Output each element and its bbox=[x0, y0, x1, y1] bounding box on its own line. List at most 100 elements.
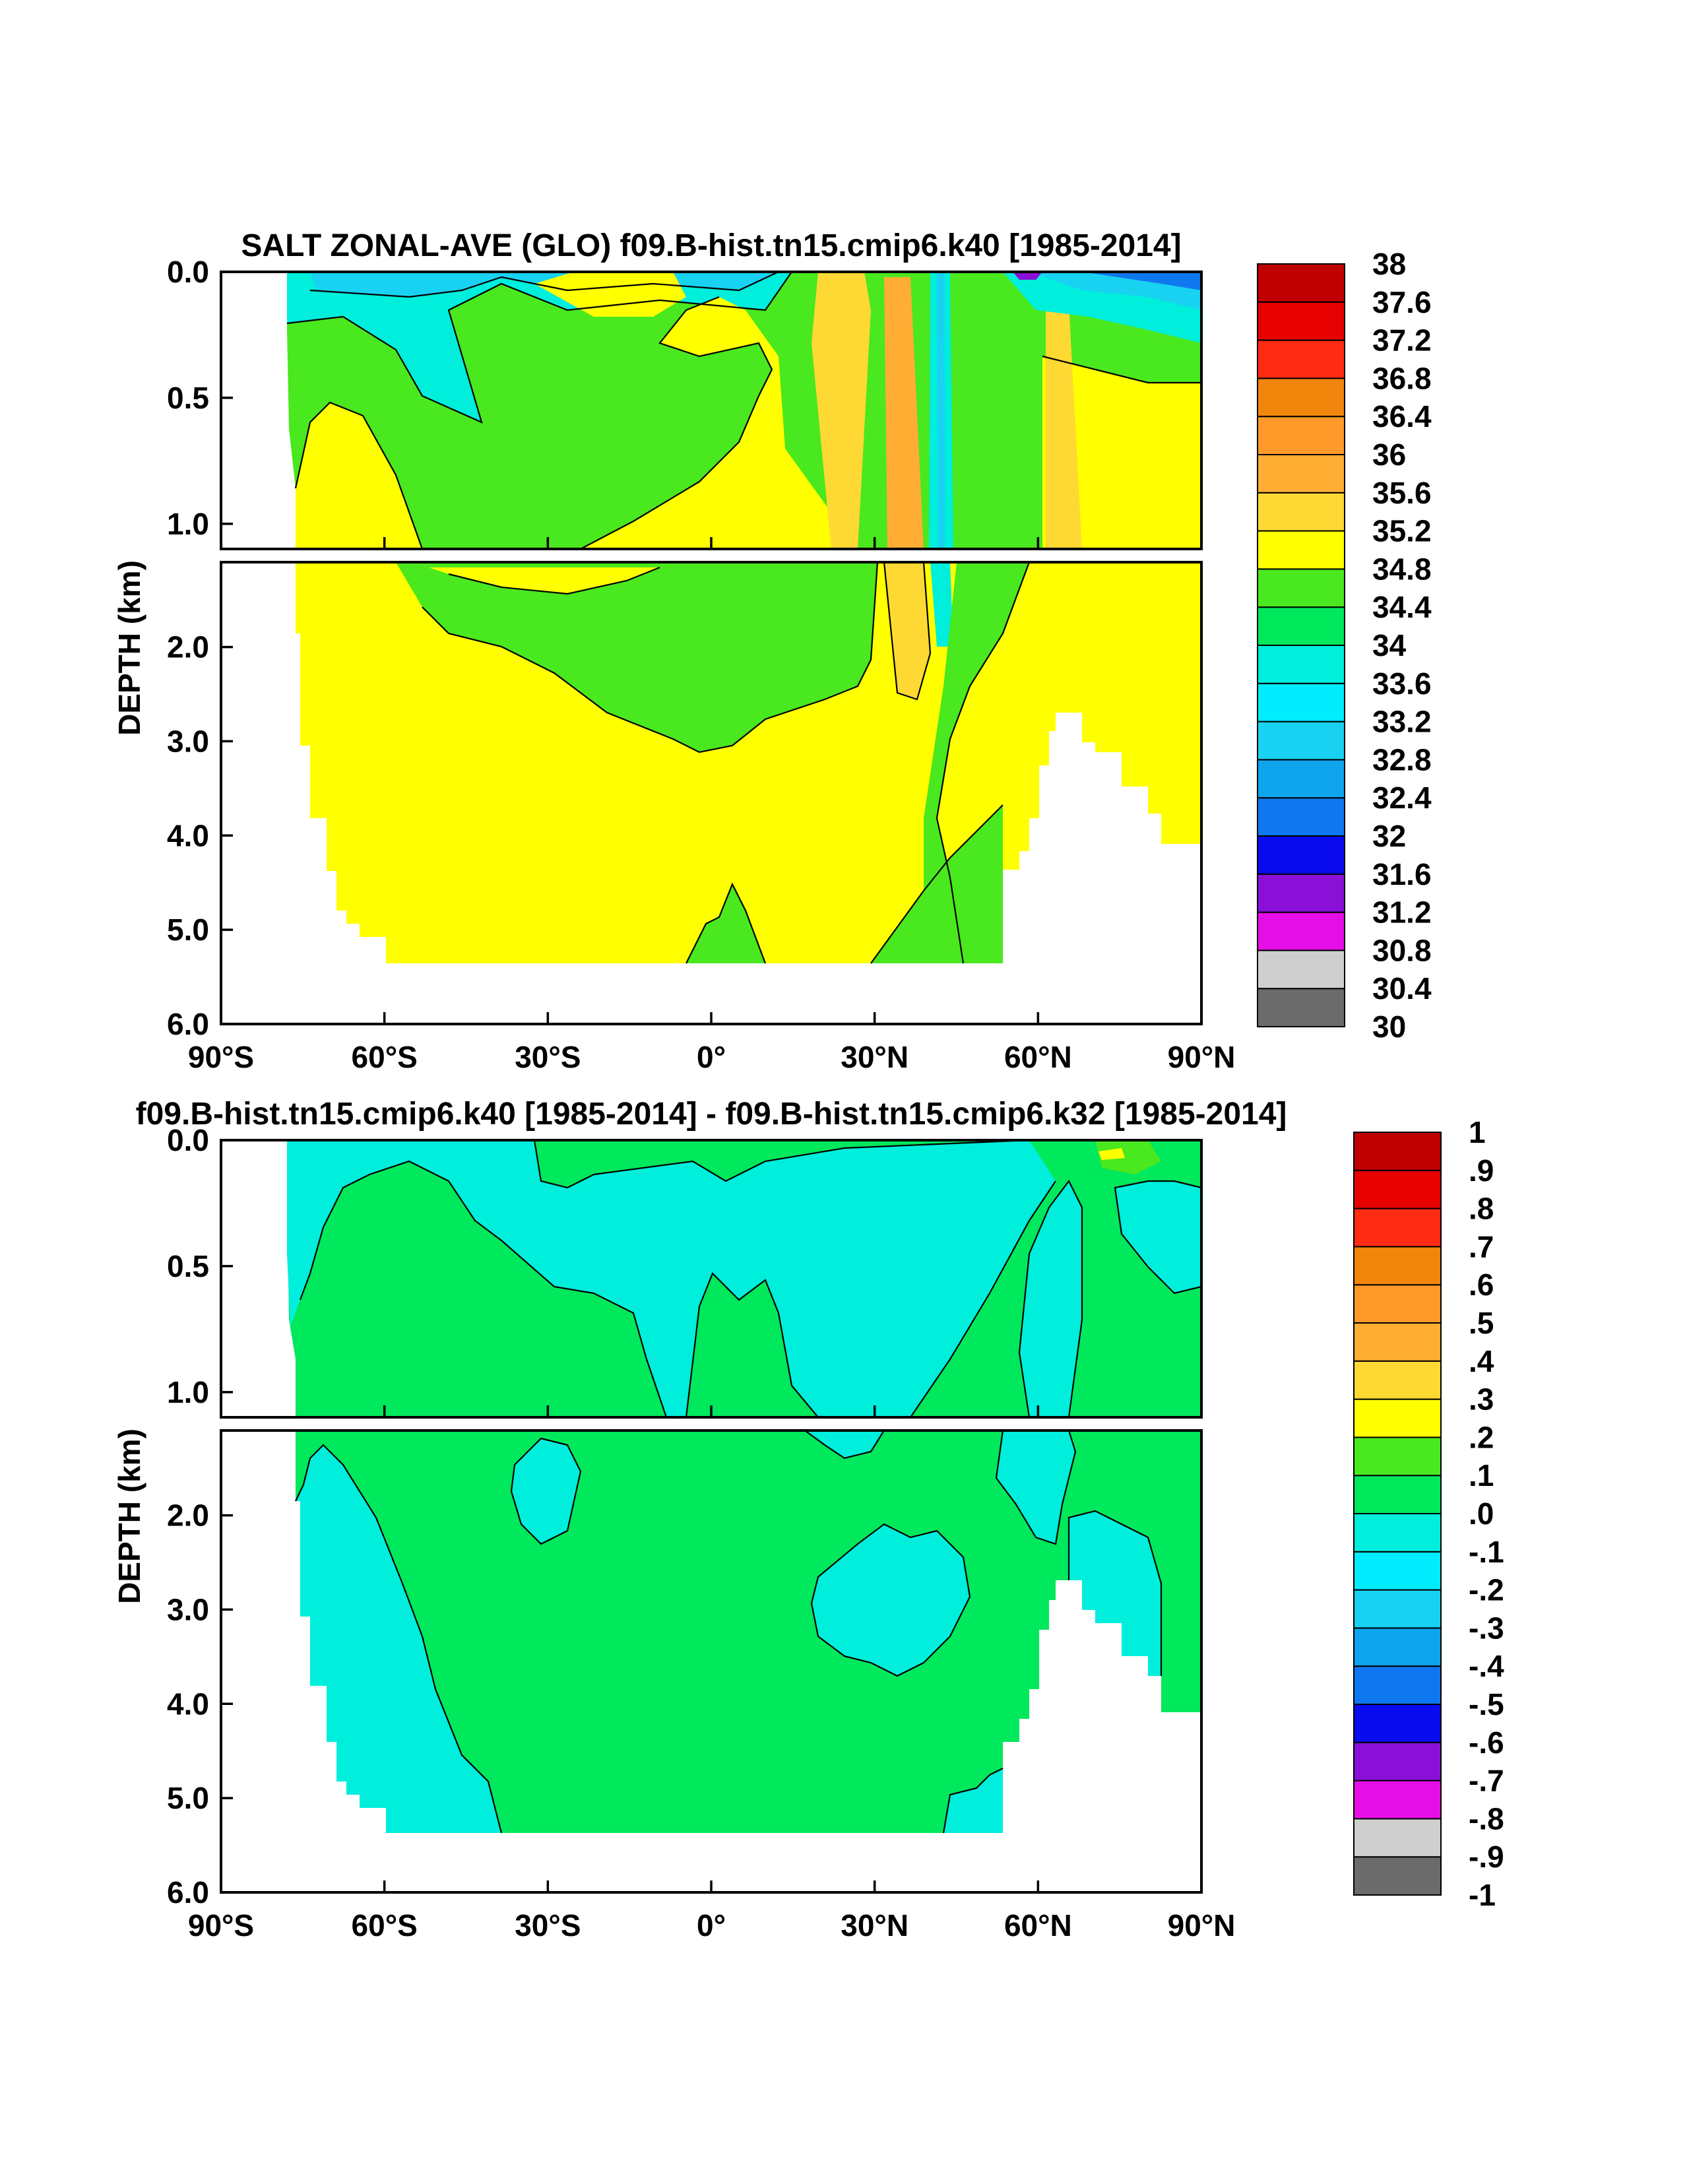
diff-colorbar-label: -.1 bbox=[1469, 1535, 1504, 1569]
diff-colorbar-label: .9 bbox=[1469, 1153, 1494, 1188]
salt-upper-contour-d bbox=[580, 296, 773, 549]
salt-lower-abyssal-north bbox=[871, 805, 1003, 963]
diff-xtick-label: 60°S bbox=[352, 1908, 418, 1943]
salt-upper-field bbox=[286, 272, 1201, 549]
diff-y-axis-lower: 2.0 3.0 4.0 5.0 6.0 bbox=[167, 1498, 233, 1910]
salt-colorbar-label: 34.8 bbox=[1372, 552, 1432, 586]
salt-colorbar-swatch bbox=[1257, 492, 1345, 532]
diff-upper-contour-a bbox=[533, 1140, 1030, 1189]
diff-colorbar-swatch bbox=[1353, 1780, 1442, 1820]
salt-x-axis: 90°S 60°S 30°S 0° 30°N 60°N 90°N bbox=[188, 537, 1236, 1074]
diff-lower-contour-d bbox=[804, 1430, 885, 1460]
diff-lower-negative-arctic bbox=[1069, 1511, 1161, 1676]
salt-colorbar-swatch bbox=[1257, 454, 1345, 494]
diff-plot-title: f09.B-hist.tn15.cmip6.k40 [1985-2014] - … bbox=[136, 1097, 1287, 1132]
salt-colorbar: 30 30.4 30.831.2 31.6 32 32.4 32.833.2 33.6 34 34… bbox=[1257, 247, 1432, 1044]
salt-ytick-label-upper: 1.0 bbox=[167, 507, 209, 541]
diff-colorbar-label: -.8 bbox=[1469, 1801, 1504, 1836]
diff-colorbar-label: -.9 bbox=[1469, 1840, 1504, 1874]
salt-colorbar-swatch bbox=[1257, 530, 1345, 570]
diff-lower-contour-c bbox=[810, 1523, 971, 1677]
diff-colorbar-swatch bbox=[1353, 1207, 1442, 1248]
salt-lower-saline-atlantic bbox=[884, 562, 930, 699]
salt-xtick-label: 60°S bbox=[352, 1040, 418, 1074]
salt-xtick-label: 30°N bbox=[841, 1040, 908, 1074]
salt-xtick-label: 90°S bbox=[188, 1040, 254, 1074]
diff-lower-contour-a bbox=[295, 1444, 503, 1834]
diff-lower-contour-g bbox=[942, 1768, 1004, 1834]
salt-ytick-label-upper: 0.5 bbox=[167, 381, 209, 415]
diff-lower-negative-top bbox=[805, 1430, 884, 1458]
diff-xtick-label: 90°S bbox=[188, 1908, 254, 1943]
diff-x-axis: 90°S 60°S 30°S 0° 30°N 60°N 90°N bbox=[188, 1405, 1236, 1943]
salt-ytick-label-lower: 3.0 bbox=[167, 724, 209, 758]
diff-lower-negative-south bbox=[296, 1445, 501, 1833]
salt-xtick-label: 90°N bbox=[1168, 1040, 1236, 1074]
salt-colorbar-label: 34 bbox=[1372, 628, 1407, 662]
salt-upper-arctic-spot bbox=[1013, 272, 1042, 280]
salt-upper-contour-c bbox=[294, 401, 424, 549]
salt-colorbar-label: 34.4 bbox=[1372, 590, 1432, 624]
diff-colorbar-label: .7 bbox=[1469, 1229, 1494, 1264]
salt-colorbar-label: 30.8 bbox=[1372, 933, 1432, 967]
salt-lower-contour-b bbox=[448, 566, 660, 595]
diff-xtick-label: 30°S bbox=[515, 1908, 581, 1943]
salt-upper-background bbox=[287, 272, 1201, 549]
diff-colorbar-swatch bbox=[1353, 1627, 1442, 1667]
diff-colorbar-label: -.7 bbox=[1469, 1764, 1504, 1798]
salt-colorbar-swatch bbox=[1257, 416, 1345, 456]
salt-colorbar-label: 35.2 bbox=[1372, 514, 1432, 548]
salt-upper-contour-e bbox=[1042, 355, 1201, 384]
salt-plot: SALT ZONAL-AVE (GLO) f09.B-hist.tn15.cmi… bbox=[112, 228, 1432, 1074]
salt-y-axis-title: DEPTH (km) bbox=[112, 560, 146, 736]
diff-plot: f09.B-hist.tn15.cmip6.k40 [1985-2014] - … bbox=[112, 1097, 1504, 1943]
diff-colorbar-swatch bbox=[1353, 1818, 1442, 1858]
diff-colorbar-label: .3 bbox=[1469, 1382, 1494, 1417]
salt-lower-contour-a bbox=[422, 562, 879, 754]
salt-upper-saline-subtropics bbox=[812, 272, 871, 549]
salt-colorbar-label: 35.6 bbox=[1372, 476, 1432, 510]
diff-ytick-label-lower: 3.0 bbox=[167, 1592, 209, 1626]
diff-colorbar-label: -1 bbox=[1469, 1878, 1496, 1912]
salt-colorbar-swatch bbox=[1257, 797, 1345, 837]
salt-colorbar-swatch bbox=[1257, 682, 1345, 723]
diff-upper-negative-band bbox=[287, 1140, 1056, 1417]
diff-ytick-label-upper: 0.5 bbox=[167, 1249, 209, 1283]
salt-colorbar-label: 32.4 bbox=[1372, 781, 1432, 815]
salt-colorbar-label: 31.2 bbox=[1372, 895, 1432, 930]
diff-colorbar-label: .4 bbox=[1469, 1344, 1494, 1378]
diff-colorbar-label: -.2 bbox=[1469, 1573, 1504, 1607]
salt-ytick-label-lower: 5.0 bbox=[167, 913, 209, 947]
diff-upper-contour-f bbox=[1114, 1180, 1201, 1295]
salt-upper-contour-b bbox=[286, 272, 792, 424]
diff-upper-contour-d bbox=[910, 1180, 1056, 1417]
salt-upper-yellow-blob bbox=[534, 272, 686, 317]
diff-upper-negative-arctic bbox=[1115, 1181, 1201, 1293]
diff-lower-negative-blob-a bbox=[511, 1438, 581, 1544]
diff-colorbar-swatch bbox=[1353, 1475, 1442, 1514]
diff-upper-contour-b bbox=[299, 1160, 668, 1417]
diff-colorbar-label: -.3 bbox=[1469, 1611, 1504, 1645]
diff-xtick-label: 60°N bbox=[1004, 1908, 1072, 1943]
salt-colorbar-swatch bbox=[1257, 568, 1345, 608]
diff-colorbar-swatch bbox=[1353, 1513, 1442, 1553]
diff-lower-contour-e bbox=[995, 1430, 1077, 1545]
salt-colorbar-swatch bbox=[1257, 835, 1345, 875]
salt-colorbar-swatch bbox=[1257, 949, 1345, 990]
diff-ytick-label-lower: 2.0 bbox=[167, 1498, 209, 1533]
diff-upper-yellow-spot bbox=[1099, 1148, 1125, 1160]
salt-xtick-label: 30°S bbox=[515, 1040, 581, 1074]
diff-colorbar-swatch bbox=[1353, 1856, 1442, 1896]
salt-lower-contour-c bbox=[883, 562, 932, 701]
diff-colorbar-swatch bbox=[1353, 1436, 1442, 1477]
diff-upper-positive-spot bbox=[1095, 1140, 1161, 1174]
salt-upper-yellow-floor bbox=[581, 297, 858, 549]
salt-lower-contour-d bbox=[685, 882, 767, 964]
diff-xtick-label: 90°N bbox=[1168, 1908, 1236, 1943]
diff-colorbar-swatch bbox=[1353, 1551, 1442, 1591]
diff-colorbar-label: 1 bbox=[1469, 1115, 1486, 1149]
diff-lower-negative-abyss bbox=[943, 1768, 1003, 1833]
salt-lower-field bbox=[296, 562, 1201, 964]
salt-lower-fresh-channel bbox=[930, 562, 953, 647]
salt-colorbar-label: 31.6 bbox=[1372, 857, 1432, 891]
